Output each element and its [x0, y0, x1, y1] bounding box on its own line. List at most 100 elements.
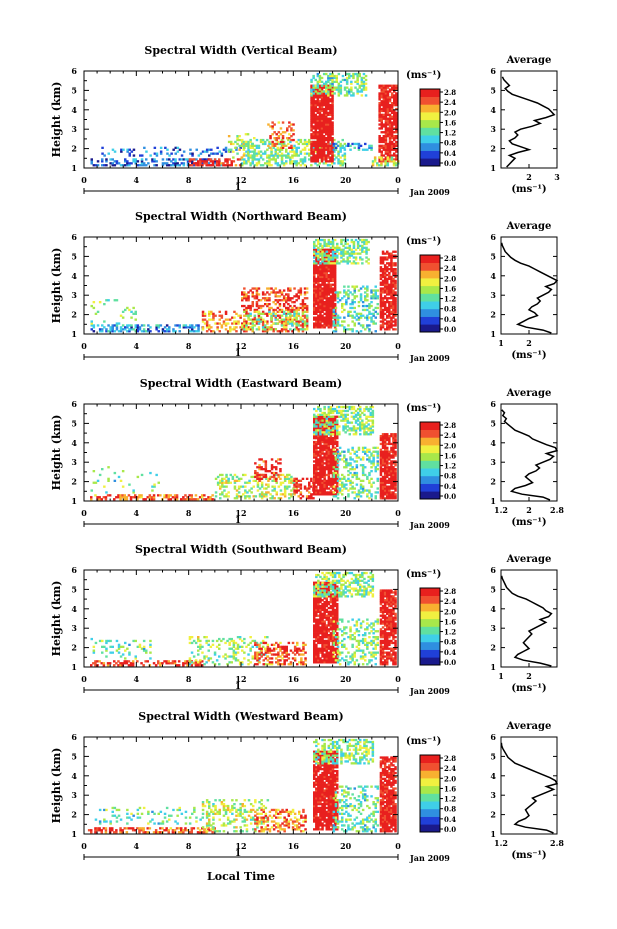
heatmap-cell: [322, 115, 326, 118]
heatmap-cell: [209, 160, 213, 163]
heatmap-cell: [268, 310, 271, 313]
heatmap-cell: [361, 248, 364, 251]
heatmap-cell: [378, 86, 381, 89]
heatmap-cell: [383, 270, 387, 273]
heatmap-cell: [388, 310, 391, 313]
heatmap-cell: [390, 289, 393, 292]
heatmap-cell: [325, 123, 328, 126]
heatmap-cell: [214, 160, 217, 163]
heatmap-cell: [201, 326, 205, 329]
heatmap-cell: [333, 421, 337, 424]
heatmap-cell: [328, 164, 332, 167]
heatmap-cell: [321, 238, 324, 242]
heatmap-cell: [117, 475, 121, 479]
heatmap-cell: [336, 405, 339, 409]
heatmap-cell: [315, 303, 318, 306]
heatmap-cell: [361, 425, 364, 428]
heatmap-cell: [386, 287, 389, 290]
heatmap-cell: [247, 291, 250, 294]
heatmap-cell: [277, 137, 281, 140]
heatmap-cell: [319, 481, 322, 484]
heatmap-cell: [266, 314, 269, 317]
heatmap-cell: [331, 158, 334, 161]
profile-y-tick-label: 2: [490, 310, 496, 320]
heatmap-cell: [314, 94, 317, 97]
heatmap-cell: [336, 444, 339, 447]
heatmap-cell: [336, 250, 339, 253]
heatmap-cell: [201, 328, 205, 331]
heatmap-cell: [364, 78, 368, 82]
heatmap-cell: [368, 304, 371, 308]
heatmap-cell: [322, 98, 326, 101]
heatmap-cell: [333, 270, 337, 273]
heatmap-cell: [312, 90, 315, 93]
heatmap-cell: [352, 260, 356, 263]
heatmap-cell: [380, 115, 383, 118]
heatmap-cell: [276, 322, 280, 325]
heatmap-cell: [390, 262, 393, 265]
heatmap-cell: [313, 407, 316, 411]
heatmap-cell: [288, 121, 291, 124]
heatmap-cell: [321, 437, 324, 440]
heatmap-cell: [149, 330, 152, 333]
heatmap-cell: [285, 293, 288, 296]
heatmap-cell: [395, 150, 398, 153]
heatmap-cell: [315, 264, 318, 267]
heatmap-cell: [144, 498, 147, 501]
heatmap-cell: [241, 138, 244, 142]
heatmap-cell: [119, 328, 123, 331]
heatmap-cell: [321, 458, 324, 461]
heatmap-cell: [123, 496, 126, 499]
heatmap-cell: [197, 326, 200, 329]
heatmap-cell: [335, 156, 338, 159]
heatmap-cell: [145, 330, 148, 333]
heatmap-cell: [320, 160, 324, 163]
heatmap-cell: [369, 405, 372, 409]
heatmap-cell: [182, 498, 185, 501]
heatmap-cell: [378, 138, 381, 142]
heatmap-cell: [332, 310, 336, 313]
heatmap-cell: [327, 88, 330, 91]
heatmap-cell: [310, 113, 313, 116]
heatmap-cell: [305, 324, 309, 327]
heatmap-cell: [241, 299, 244, 302]
heatmap-cell: [384, 140, 388, 144]
heatmap-cell: [325, 421, 328, 424]
heatmap-cell: [315, 260, 318, 263]
heatmap-cell: [219, 479, 222, 482]
heatmap-cell: [327, 446, 331, 449]
heatmap-cell: [318, 102, 322, 105]
heatmap-cell: [182, 324, 186, 327]
heatmap-cell: [336, 431, 339, 434]
heatmap-cell: [218, 158, 221, 161]
heatmap-cell: [325, 92, 328, 95]
heatmap-cell: [317, 458, 320, 461]
heatmap-cell: [280, 160, 284, 163]
heatmap-cell: [331, 146, 334, 149]
heatmap-cell: [216, 326, 219, 329]
heatmap-cell: [247, 154, 250, 157]
heatmap-cell: [303, 320, 307, 323]
heatmap-cell: [384, 135, 388, 138]
heatmap-cell: [291, 318, 294, 321]
heatmap-cell: [220, 324, 224, 327]
heatmap-cell: [205, 150, 209, 153]
heatmap-cell: [333, 293, 337, 296]
y-tick-label: 6: [71, 232, 77, 242]
heatmap-cell: [357, 322, 361, 325]
heatmap-cell: [343, 466, 346, 469]
heatmap-cell: [332, 148, 336, 151]
heatmap-cell: [348, 252, 351, 255]
y-axis-label: Height (km): [50, 248, 63, 324]
heatmap-cell: [329, 297, 333, 300]
heatmap-cell: [121, 494, 124, 497]
heatmap-cell: [107, 330, 110, 333]
heatmap-cell: [317, 446, 320, 449]
heatmap-cell: [327, 310, 331, 313]
heatmap-cell: [283, 493, 287, 496]
heatmap-cell: [369, 425, 372, 428]
heatmap-cell: [161, 328, 165, 331]
heatmap-cell: [340, 409, 343, 413]
heatmap-cell: [313, 248, 316, 251]
heatmap-cell: [107, 152, 110, 155]
